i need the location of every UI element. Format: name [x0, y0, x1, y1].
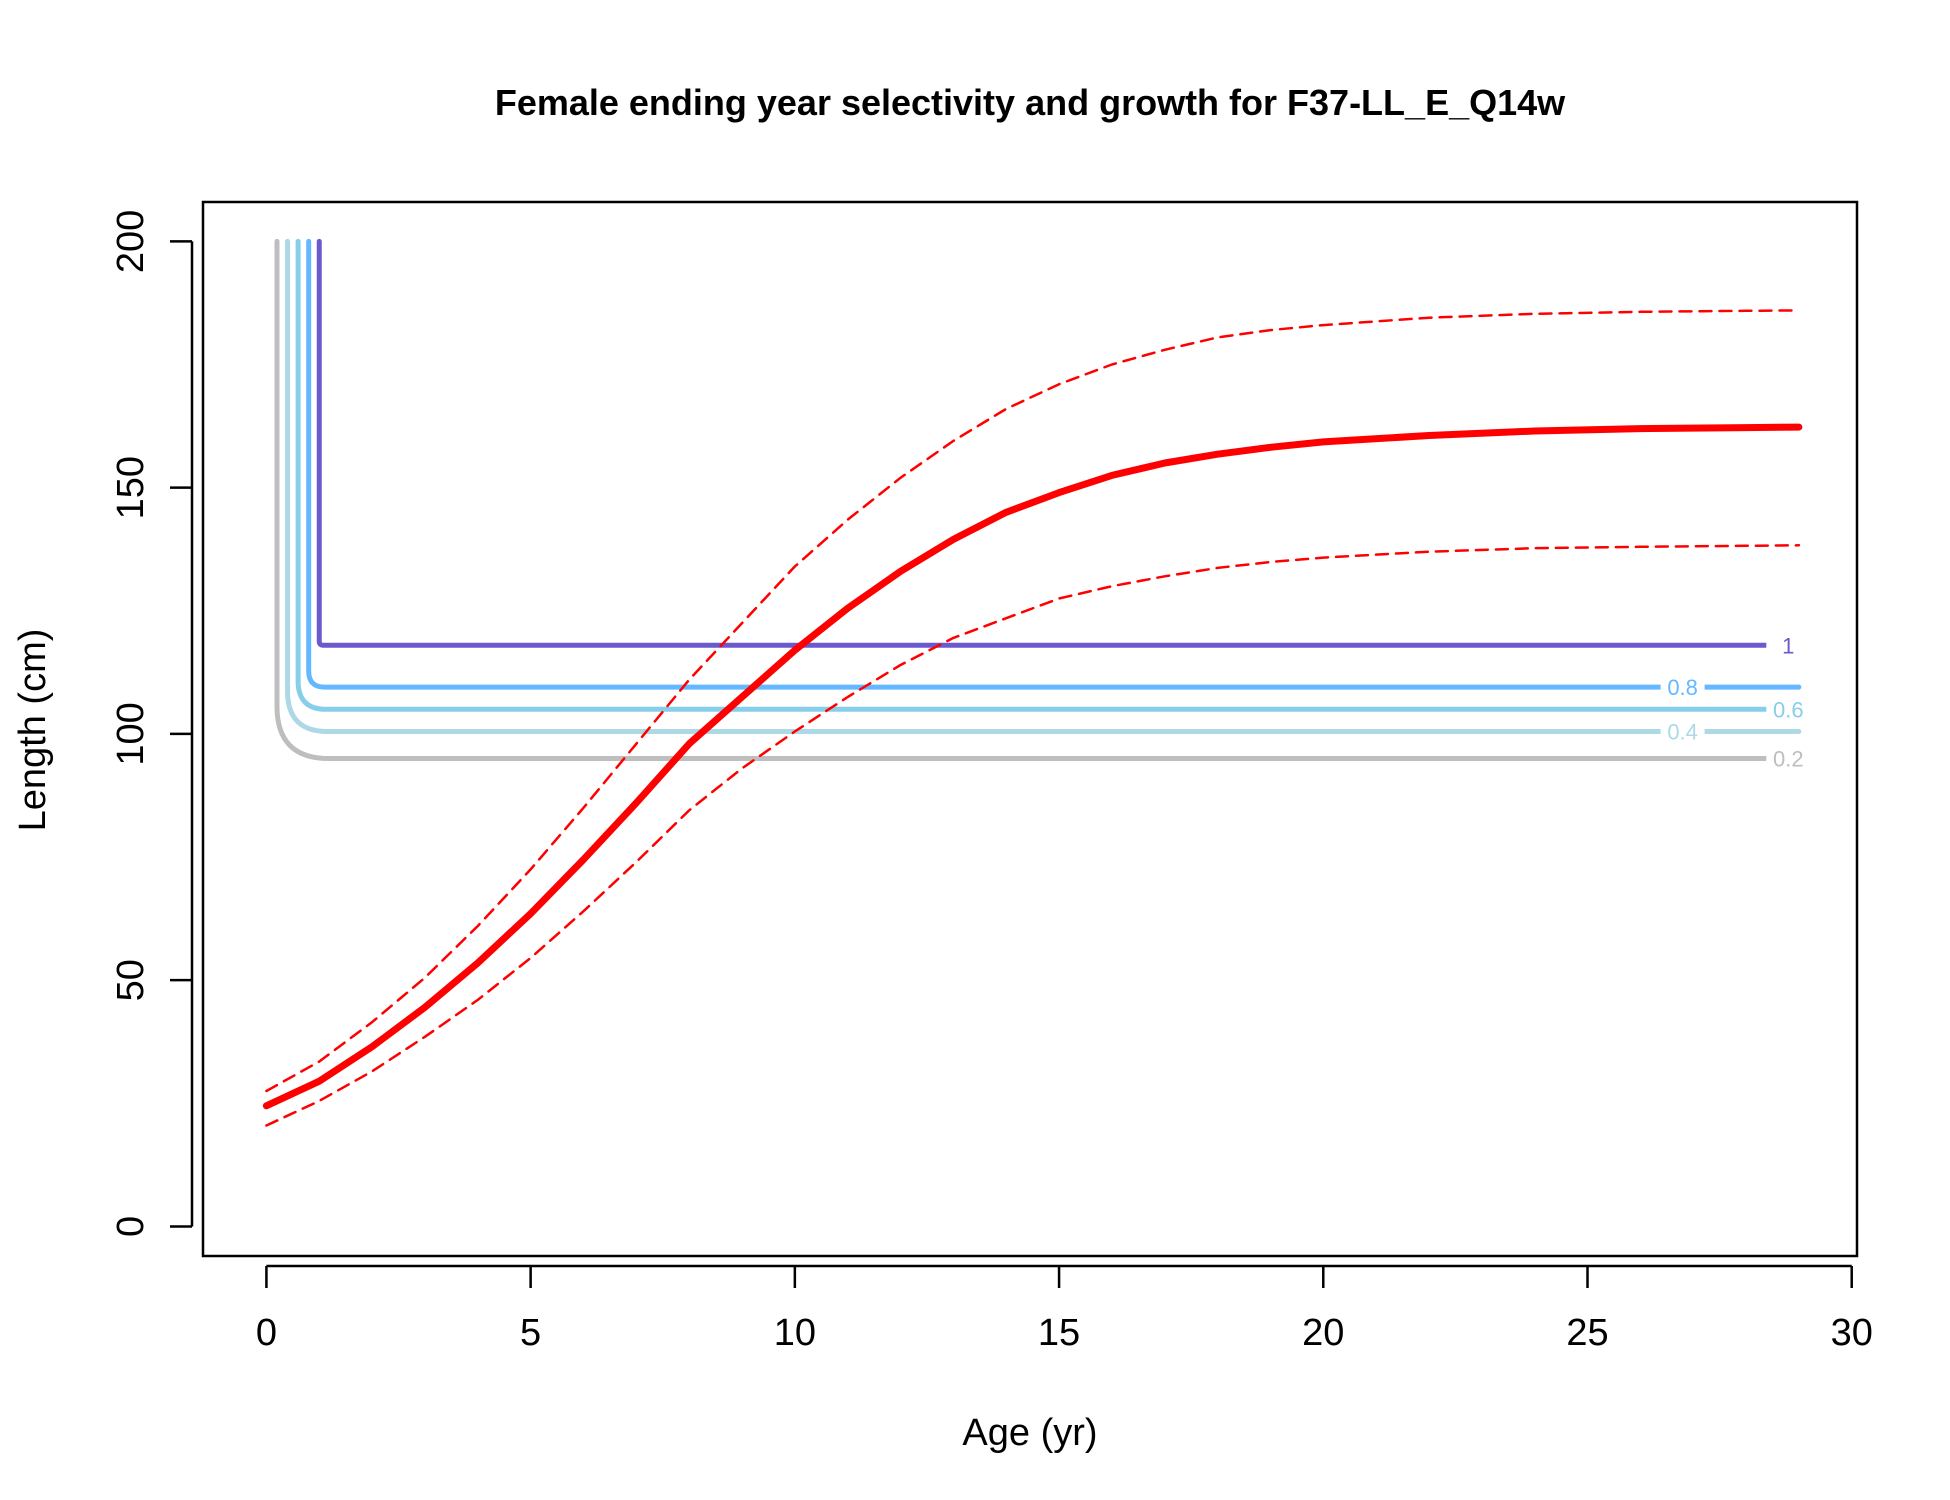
y-tick-label: 0 [110, 1216, 152, 1237]
contour-label-0-2: 0.2 [1773, 747, 1804, 772]
contour-line-0-6 [295, 238, 1802, 712]
contour-line-0-8 [306, 238, 1802, 690]
contour-label-0-6: 0.6 [1773, 697, 1804, 722]
contour-line-0-4 [285, 238, 1802, 734]
plot-frame [201, 200, 1859, 1258]
x-axis: 0 5 10 15 20 25 30 [256, 1264, 1873, 1354]
x-tick-label: 5 [520, 1312, 541, 1354]
y-axis: 0 50 100 150 200 [110, 210, 194, 1237]
growth-curves [262, 309, 1803, 1127]
contour-label-gap [1660, 677, 1705, 698]
chart-title: Female ending year selectivity and growt… [495, 82, 1566, 123]
y-axis-label: Length (cm) [12, 629, 54, 832]
x-tick-label: 25 [1566, 1312, 1608, 1354]
contour-label-1: 1 [1782, 633, 1794, 658]
contour-label-0-4: 0.4 [1667, 719, 1698, 744]
contour-label-0-8: 0.8 [1667, 675, 1698, 700]
x-tick-label: 0 [256, 1312, 277, 1354]
x-axis-label: Age (yr) [962, 1412, 1097, 1454]
selectivity-contours: 0.2 0.4 0.6 0.8 1 [274, 238, 1811, 772]
contour-label-gap [1766, 635, 1811, 656]
x-tick-label: 30 [1831, 1312, 1873, 1354]
y-tick-label: 100 [110, 702, 152, 765]
x-tick-label: 20 [1302, 1312, 1344, 1354]
contour-label-gap [1766, 748, 1811, 769]
y-tick-label: 200 [110, 210, 152, 273]
growth-mean-line [262, 423, 1803, 1110]
contour-line-1 [316, 238, 1802, 648]
contour-line-0-2 [274, 238, 1802, 762]
x-tick-label: 10 [774, 1312, 816, 1354]
contour-label-gap [1660, 721, 1705, 742]
y-tick-label: 150 [110, 456, 152, 519]
growth-lower-line [265, 544, 1801, 1127]
y-tick-label: 50 [110, 959, 152, 1001]
contour-label-gap [1766, 699, 1811, 720]
x-tick-label: 15 [1038, 1312, 1080, 1354]
growth-upper-line [265, 309, 1801, 1093]
